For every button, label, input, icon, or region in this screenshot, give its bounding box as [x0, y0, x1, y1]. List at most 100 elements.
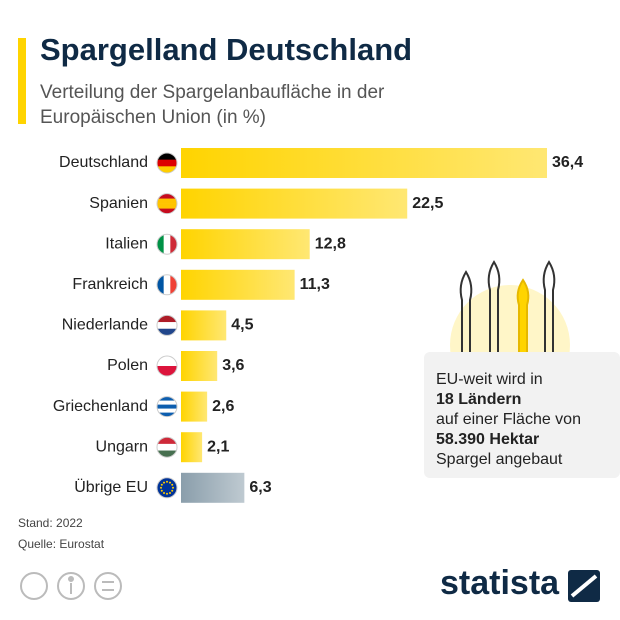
note: Stand: 2022 — [18, 516, 83, 530]
value-label: 36,4 — [552, 154, 583, 171]
flag-border — [156, 314, 178, 336]
annotation-text: Spargel angebaut — [436, 451, 563, 468]
flag — [157, 274, 177, 295]
bar — [181, 269, 295, 300]
flag-star — [169, 481, 171, 484]
flag-stripe — [157, 328, 177, 336]
category-label: Frankreich — [72, 276, 148, 293]
flag — [157, 396, 177, 417]
flag-stripe — [157, 198, 177, 204]
flag-stripe — [157, 274, 164, 295]
value-label: 2,1 — [207, 438, 229, 455]
chart-title: Spargelland Deutschland — [40, 32, 412, 67]
flag-stripe — [157, 159, 177, 167]
flag-stripe — [157, 412, 177, 417]
flag-star — [163, 481, 165, 484]
flag-stripe — [157, 404, 177, 409]
flag-star — [169, 491, 171, 494]
category-label: Niederlande — [62, 317, 148, 334]
flag-border — [156, 436, 178, 458]
flag-stripe — [157, 203, 177, 209]
value-label: 6,3 — [249, 479, 271, 496]
category-label: Ungarn — [96, 438, 148, 455]
bar — [181, 472, 245, 503]
annotation-text: EU-weit wird in — [436, 371, 543, 388]
annotation-text: auf einer Fläche von — [436, 411, 581, 428]
flag-stripe — [157, 396, 177, 401]
flag-border — [156, 152, 178, 174]
value-label: 22,5 — [412, 195, 443, 212]
bar — [181, 188, 408, 219]
bar — [181, 148, 547, 178]
flag-star — [166, 480, 168, 483]
flag-stripe — [157, 366, 177, 376]
flag-border — [156, 396, 178, 418]
flag-stripe — [157, 443, 177, 451]
flag-stripe — [157, 166, 177, 173]
flag-stripe — [157, 356, 177, 367]
flag-stripe — [157, 408, 177, 413]
flag-stripe — [157, 234, 164, 255]
category-label: Spanien — [89, 195, 148, 212]
flag-stripe — [157, 400, 177, 405]
value-label: 4,5 — [231, 317, 253, 334]
value-label: 3,6 — [222, 357, 244, 374]
flag-border — [156, 233, 178, 255]
flag-stripe — [157, 322, 177, 330]
flag-stripe — [170, 234, 177, 255]
flag-star — [160, 483, 163, 486]
category-label: Polen — [107, 357, 148, 374]
flag — [157, 315, 177, 336]
category-label: Griechenland — [53, 398, 148, 415]
bar — [181, 432, 203, 463]
bar — [181, 351, 218, 381]
flag-stripe — [163, 234, 171, 255]
bar — [181, 229, 310, 260]
subtitle: Verteilung der Spargelanbaufläche in der — [40, 82, 385, 103]
category-label: Übrige EU — [74, 478, 148, 496]
flag-star — [160, 486, 162, 489]
flag — [157, 437, 177, 458]
flag — [157, 356, 177, 376]
category-label: Italien — [105, 235, 148, 252]
flag-stripe — [157, 315, 177, 323]
annotation-text: 58.390 Hektar — [436, 431, 539, 448]
bar — [181, 310, 227, 341]
value-label: 12,8 — [315, 235, 346, 252]
flag — [157, 234, 177, 255]
flag-border — [156, 355, 178, 377]
flag-field — [157, 477, 177, 498]
category-label: Deutschland — [59, 154, 148, 171]
flag — [157, 153, 177, 173]
value-label: 11,3 — [300, 276, 330, 293]
flag-stripe — [157, 153, 177, 160]
flag-border — [156, 477, 178, 499]
flag-star — [172, 486, 174, 489]
flag-star — [166, 492, 168, 495]
flag-star — [163, 491, 165, 494]
source: Quelle: Eurostat — [18, 537, 105, 551]
flag-star — [160, 489, 163, 492]
flag-stripe — [157, 450, 177, 458]
flag-stripe — [157, 193, 177, 199]
brand-icon-mark — [570, 574, 598, 598]
flag-border — [156, 274, 178, 296]
flag-stripe — [157, 208, 177, 214]
annotation-text: 18 Ländern — [436, 391, 521, 408]
bar — [181, 391, 208, 422]
flag — [157, 193, 177, 214]
flag-star — [171, 489, 174, 492]
flag-border — [156, 193, 178, 215]
license-icons — [20, 572, 122, 600]
flag-stripe — [163, 274, 171, 295]
flag-stripe — [170, 274, 177, 295]
subtitle: Europäischen Union (in %) — [40, 107, 266, 128]
brand-logo: statista — [440, 564, 560, 602]
accent-bar — [18, 38, 26, 124]
annotation-box — [424, 352, 620, 478]
flag-star — [171, 483, 174, 486]
flag-stripe — [157, 437, 177, 445]
flag — [157, 477, 177, 498]
value-label: 2,6 — [212, 398, 234, 415]
